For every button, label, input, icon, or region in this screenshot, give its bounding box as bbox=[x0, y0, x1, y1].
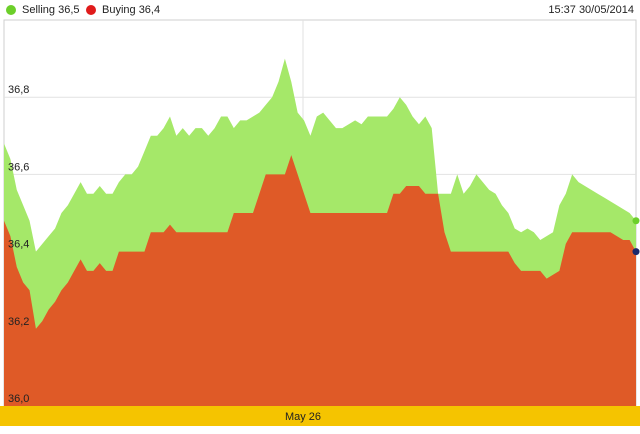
legend-selling-label: Selling 36,5 bbox=[22, 4, 80, 16]
legend-item-buying[interactable]: Buying 36,4 bbox=[86, 4, 160, 16]
legend-buying-label: Buying 36,4 bbox=[102, 4, 161, 16]
timestamp: 15:37 30/05/2014 bbox=[548, 4, 634, 16]
buying-area bbox=[4, 155, 636, 406]
buying-dot-icon bbox=[86, 5, 96, 15]
buying-end-marker bbox=[632, 248, 640, 256]
selling-end-marker bbox=[632, 217, 640, 225]
selling-dot-icon bbox=[6, 5, 16, 15]
y-tick-label: 36,8 bbox=[8, 84, 29, 96]
legend-item-selling[interactable]: Selling 36,5 bbox=[6, 4, 80, 16]
y-tick-label: 36,2 bbox=[8, 316, 29, 328]
series-layer bbox=[4, 58, 636, 406]
legend: Selling 36,5 Buying 36,4 15:37 30/05/201… bbox=[0, 0, 640, 20]
y-tick-label: 36,4 bbox=[8, 239, 29, 251]
date-band-label: May 26 bbox=[285, 411, 321, 423]
date-band bbox=[0, 406, 640, 426]
y-axis-ticks: 36,0 36,2 36,4 36,6 36,8 bbox=[8, 84, 29, 405]
y-tick-label: 36,6 bbox=[8, 161, 29, 173]
y-tick-label: 36,0 bbox=[8, 393, 29, 405]
end-markers bbox=[632, 217, 640, 256]
